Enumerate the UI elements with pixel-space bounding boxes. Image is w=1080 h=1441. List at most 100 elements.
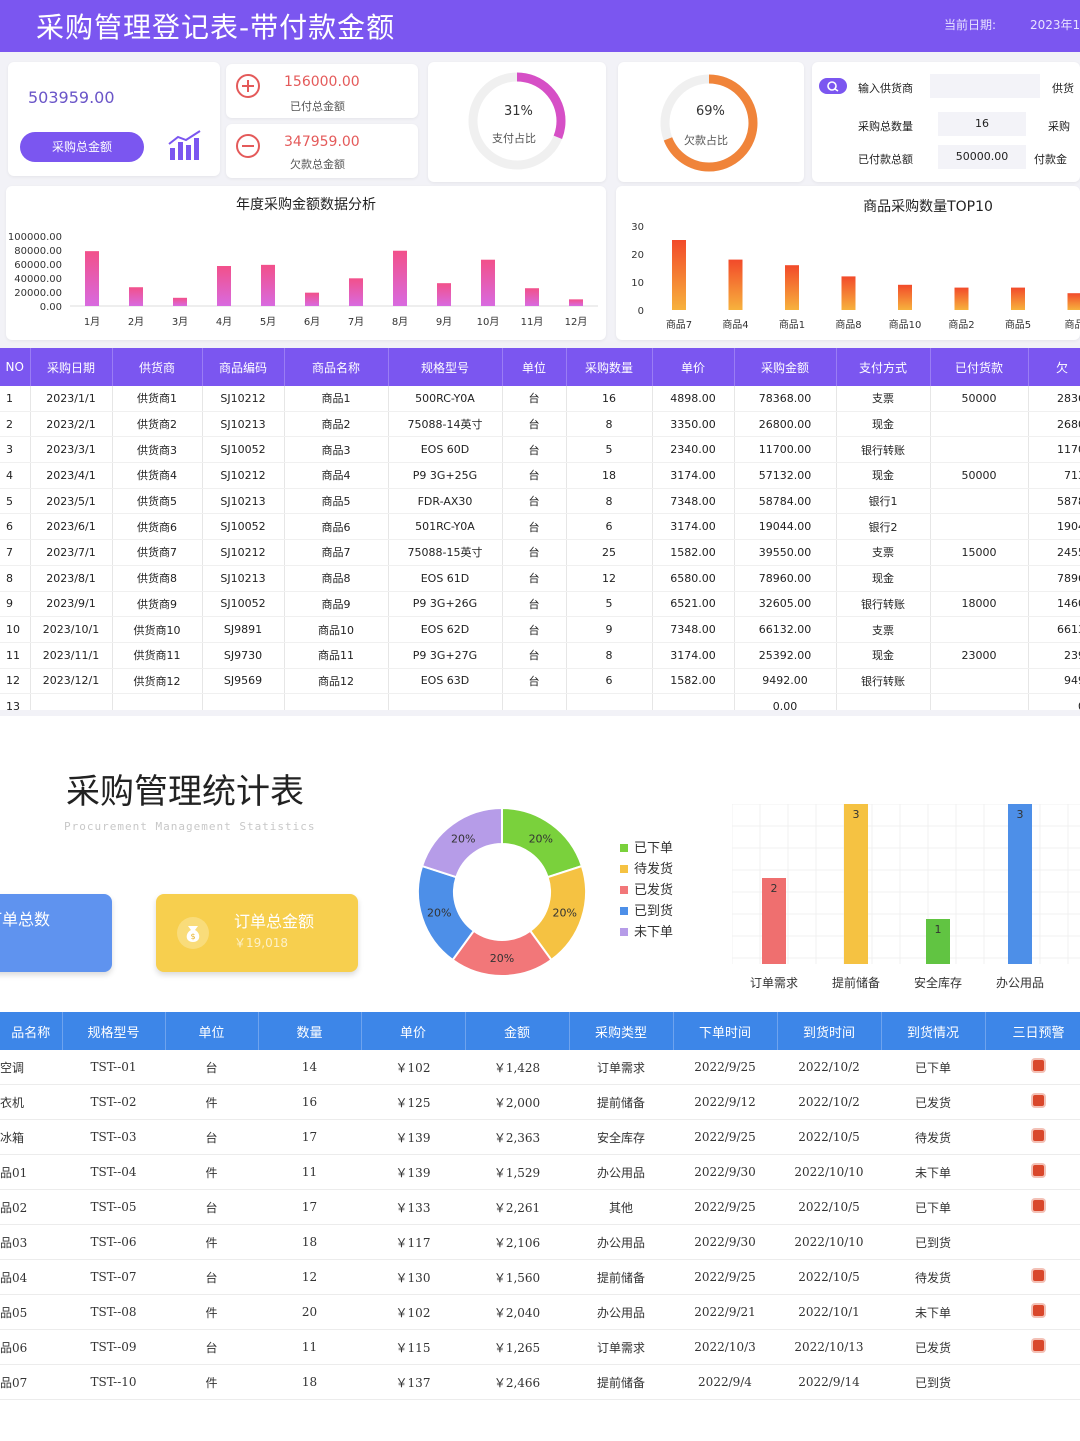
register-column-header: 规格型号	[388, 348, 503, 386]
type-bar-value: 1	[935, 923, 942, 936]
table-cell: 台	[502, 488, 567, 515]
type-bar	[762, 878, 786, 964]
legend-label: 未下单	[634, 925, 674, 940]
table-cell: 5	[566, 436, 653, 464]
table-cell: 衣机	[0, 1084, 62, 1120]
table-cell: 供货商9	[112, 591, 203, 618]
table-cell: 2022/9/4	[673, 1364, 777, 1400]
table-cell	[985, 1119, 1080, 1155]
table-cell	[930, 513, 1029, 541]
register-column-header: 欠	[1028, 348, 1080, 386]
type-x-label: 安全库存	[914, 975, 962, 990]
total-amount-value: 503959.00	[28, 88, 115, 107]
table-cell: 8	[566, 411, 653, 438]
table-cell: TST--10	[62, 1364, 165, 1400]
monthly-x-label: 1月	[84, 316, 100, 328]
owed-amount-value: 347959.00	[284, 134, 360, 150]
table-cell: 5	[0, 488, 31, 515]
table-cell: 15000	[930, 539, 1029, 566]
table-cell: 12	[566, 565, 653, 592]
table-cell: 3350.00	[652, 411, 735, 438]
table-cell: EOS 62D	[388, 616, 503, 643]
table-cell: 0.0	[1028, 693, 1080, 710]
owe-ratio-label: 欠款占比	[684, 134, 728, 147]
status-legend-item: 已发货	[620, 880, 673, 901]
table-cell: 台	[165, 1329, 258, 1365]
table-cell: 件	[165, 1154, 258, 1190]
table-cell: 11700.	[1028, 436, 1080, 464]
monthly-bar	[349, 278, 363, 306]
stats-column-header: 数量	[258, 1012, 362, 1050]
register-column-header: 已付货款	[930, 348, 1029, 386]
alert-icon	[1033, 1130, 1044, 1141]
table-cell: SJ10213	[202, 565, 285, 592]
table-cell	[985, 1154, 1080, 1190]
table-cell: 19044.00	[734, 513, 837, 541]
type-bar-value: 3	[853, 808, 860, 821]
total-amount-button[interactable]: 采购总金额	[20, 132, 144, 162]
table-cell: ￥2,040	[465, 1294, 569, 1330]
table-cell: 2023/9/1	[30, 591, 113, 618]
table-cell: 14	[258, 1050, 361, 1085]
table-cell: 3174.00	[652, 513, 735, 541]
stats-subtitle: Procurement Management Statistics	[64, 820, 316, 833]
table-row: 7 2023/7/1 供货商7 SJ10212 商品7 75088-15英寸台 25 1582…	[0, 539, 1080, 566]
table-cell: SJ10052	[202, 513, 285, 541]
table-cell: 14605.	[1028, 591, 1080, 618]
table-cell	[836, 693, 931, 710]
table-cell	[985, 1050, 1080, 1085]
register-column-header: 单位	[502, 348, 567, 386]
paid-total-value: 50000.00	[938, 145, 1026, 169]
table-cell: 2022/10/10	[777, 1154, 881, 1190]
table-cell: 1582.00	[652, 539, 735, 566]
table-cell: 2022/10/10	[777, 1224, 881, 1260]
table-cell: 台	[502, 386, 567, 412]
qty-value: 16	[938, 112, 1026, 136]
table-cell: 空调	[0, 1050, 62, 1085]
order-amount-title: 订单总金额	[234, 912, 315, 931]
monthly-chart-title: 年度采购金额数据分析	[236, 197, 376, 213]
paid-amount-card: 156000.00 已付总金额	[226, 64, 418, 118]
table-cell: 9	[566, 616, 653, 643]
table-cell: 57132.00	[734, 462, 837, 489]
table-cell: 现金	[836, 411, 931, 438]
table-cell: SJ10052	[202, 591, 285, 618]
table-cell: 17	[258, 1119, 361, 1155]
table-cell: TST--09	[62, 1329, 165, 1365]
table-cell: 现金	[836, 642, 931, 669]
top10-y-tick: 0	[638, 306, 644, 317]
type-bar	[1008, 804, 1032, 964]
top10-y-tick: 10	[631, 278, 644, 289]
table-cell: 品03	[0, 1224, 62, 1260]
monthly-x-label: 3月	[172, 316, 188, 328]
table-cell: 支票	[836, 386, 931, 412]
table-cell: 2022/9/14	[777, 1364, 881, 1400]
table-cell: 6521.00	[652, 591, 735, 618]
table-cell: 17	[258, 1189, 361, 1225]
table-cell: P9 3G+26G	[388, 591, 503, 618]
table-cell: 商品2	[284, 411, 389, 438]
table-cell: 供货商8	[112, 565, 203, 592]
alert-icon	[1033, 1165, 1044, 1176]
table-cell: ￥1,265	[465, 1329, 569, 1365]
monthly-x-label: 2月	[128, 316, 144, 328]
supplier-input[interactable]	[930, 74, 1040, 98]
table-cell: 台	[502, 539, 567, 566]
status-legend-item: 未下单	[620, 922, 673, 943]
table-row: 品06 TST--09 台 11 ￥115 ￥1,265 订单需求 2022/10/3 2022…	[0, 1329, 1080, 1365]
table-cell: 6580.00	[652, 565, 735, 592]
owe-ratio-donut	[660, 74, 758, 172]
top10-x-label: 商品1	[779, 318, 805, 331]
table-cell: 58784.	[1028, 488, 1080, 515]
monthly-x-label: 8月	[392, 316, 408, 328]
table-row: 13 0.00 0.0	[0, 693, 1080, 710]
table-cell: 安全库存	[569, 1119, 673, 1155]
table-cell: 供货商1	[112, 386, 203, 412]
table-cell	[930, 565, 1029, 592]
table-cell: 办公用品	[569, 1224, 673, 1260]
table-cell: TST--02	[62, 1084, 165, 1120]
top10-bar	[1011, 287, 1025, 310]
table-cell: 支票	[836, 616, 931, 643]
table-cell: 2022/10/2	[777, 1084, 881, 1120]
owe-ratio-percent: 69%	[696, 104, 725, 119]
